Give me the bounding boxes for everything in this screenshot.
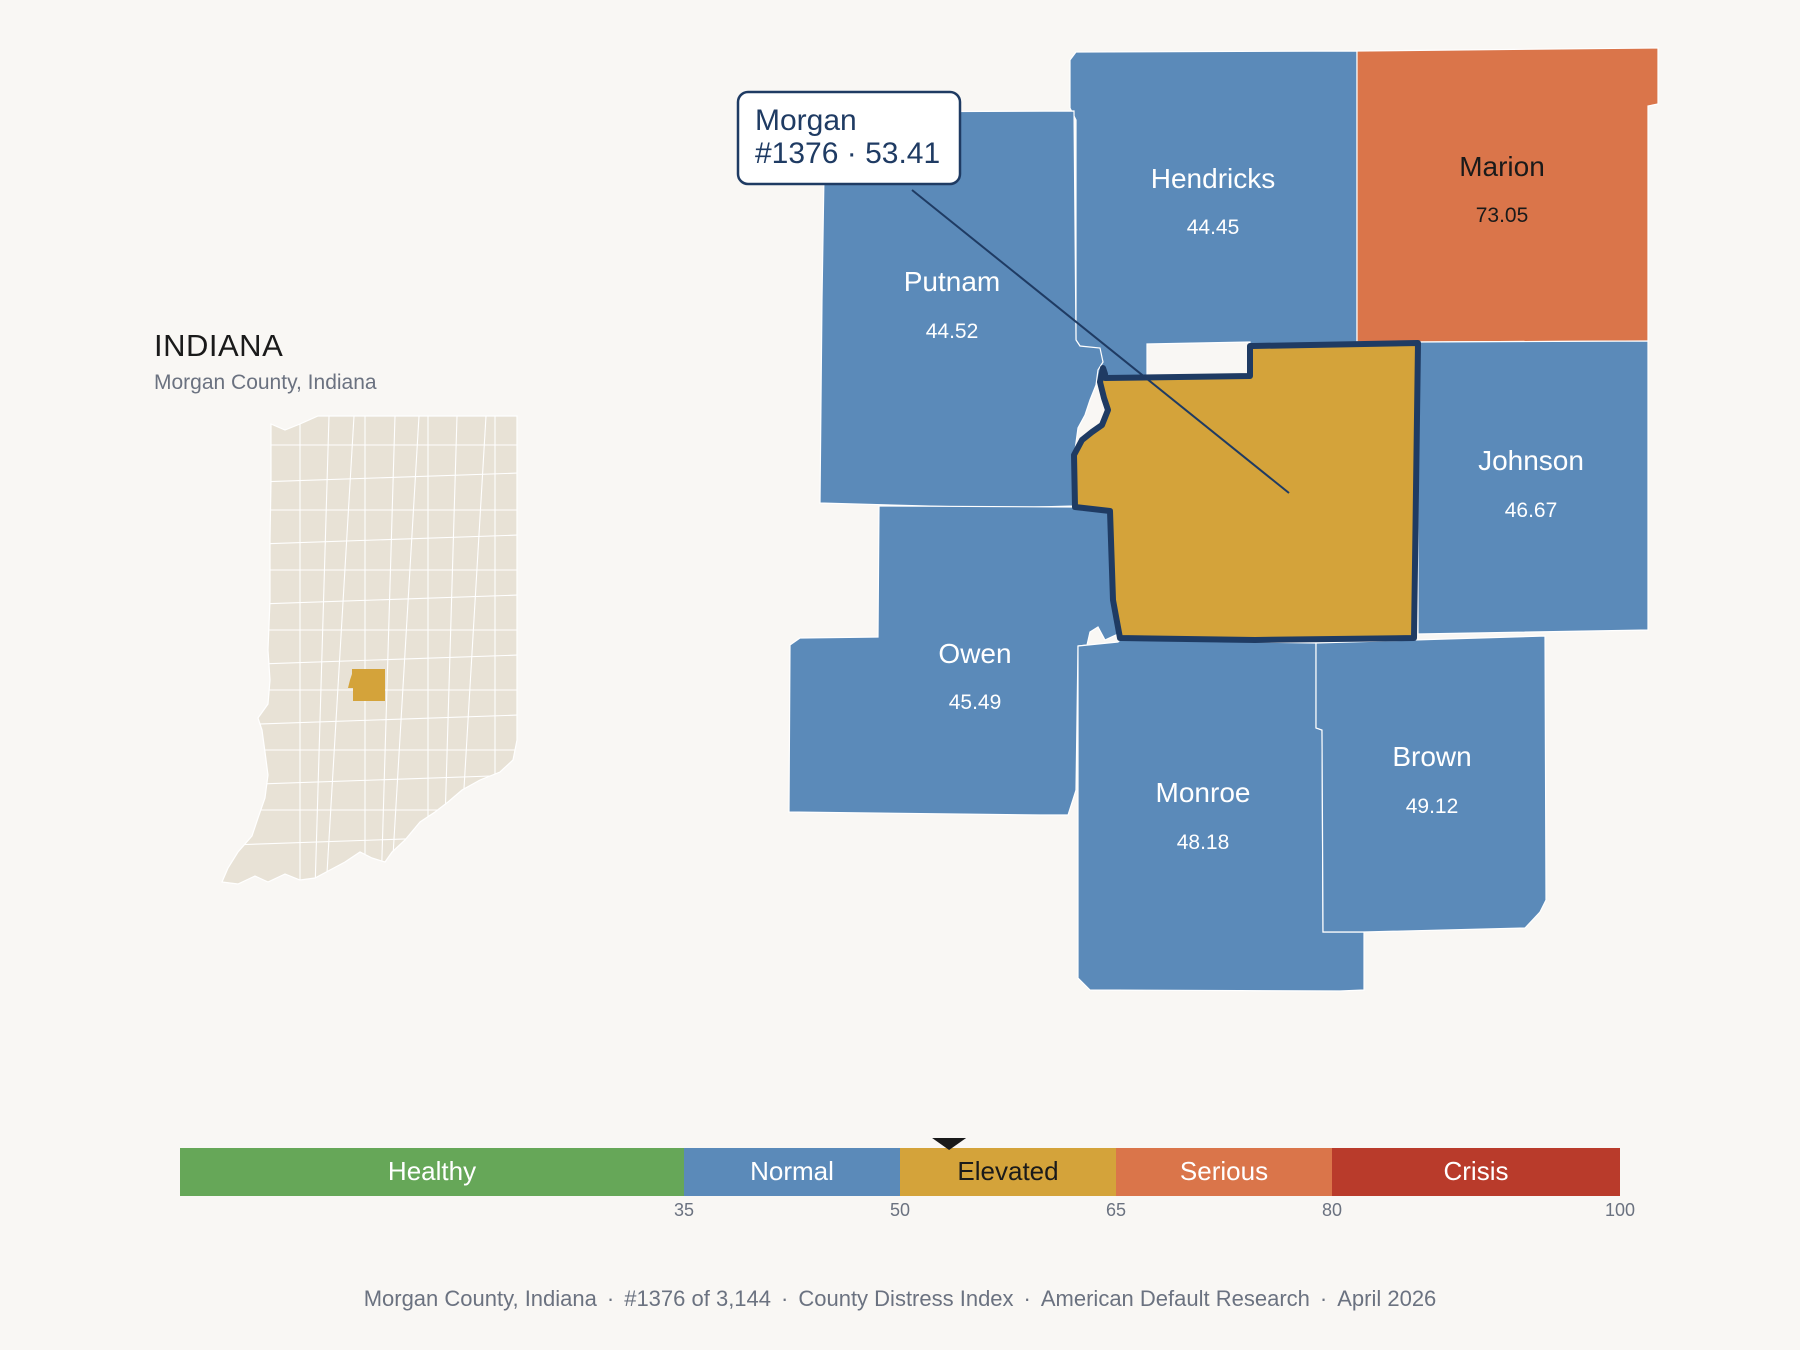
inset-morgan-highlight: [348, 669, 385, 701]
callout-detail: #1376 · 53.41: [755, 137, 940, 170]
legend-label-elevated: Elevated: [957, 1156, 1058, 1186]
county-map: [788, 47, 1659, 992]
label-johnson-name: Johnson: [1478, 445, 1584, 476]
county-brown[interactable]: [1315, 635, 1547, 933]
legend-label-healthy: Healthy: [388, 1156, 476, 1186]
label-hendricks-name: Hendricks: [1151, 163, 1275, 194]
legend-label-normal: Normal: [750, 1156, 834, 1186]
label-hendricks-value: 44.45: [1187, 216, 1240, 239]
callout-name: Morgan: [755, 104, 857, 137]
legend-tick-35: 35: [674, 1200, 694, 1220]
label-owen-value: 45.49: [949, 691, 1002, 714]
legend-value-marker: [932, 1138, 967, 1150]
legend-tick-50: 50: [890, 1200, 910, 1220]
footer-location: Morgan County, Indiana: [363, 1286, 597, 1311]
label-monroe-value: 48.18: [1177, 831, 1230, 854]
legend-band-elevated: [900, 1148, 1116, 1196]
label-johnson-value: 46.67: [1505, 499, 1558, 522]
legend-band-crisis: [1332, 1148, 1620, 1196]
indiana-inset-map: [221, 415, 518, 885]
callout-leader-line: [911, 189, 1290, 494]
footer-index-name: County Distress Index: [798, 1286, 1014, 1311]
legend-band-healthy: [180, 1148, 684, 1196]
footer-credits: Morgan County, Indiana · #1376 of 3,144 · Co…: [363, 1286, 1437, 1311]
legend-band-normal: [684, 1148, 900, 1196]
label-monroe-name: Monroe: [1156, 777, 1251, 808]
county-labels: Hendricks 44.45 Marion 73.05 Putnam 44.5…: [904, 151, 1584, 854]
legend-tick-100: 100: [1605, 1200, 1635, 1220]
county-johnson[interactable]: [1417, 340, 1649, 635]
morgan-callout: Morgan #1376 · 53.41: [736, 90, 1290, 494]
county-morgan[interactable]: [1071, 340, 1421, 643]
footer-rank: #1376 of 3,144: [624, 1286, 772, 1311]
label-putnam-value: 44.52: [926, 320, 979, 343]
county-marion[interactable]: [1356, 47, 1659, 343]
legend-tick-65: 65: [1106, 1200, 1126, 1220]
label-brown-value: 49.12: [1406, 795, 1459, 818]
legend-label-crisis: Crisis: [1444, 1156, 1509, 1186]
label-putnam-name: Putnam: [904, 266, 1001, 297]
callout-box: [736, 90, 962, 186]
label-marion-name: Marion: [1459, 151, 1545, 182]
legend-band-serious: [1116, 1148, 1332, 1196]
state-title: INDIANA: [154, 328, 284, 363]
indiana-state-shape: [221, 415, 518, 885]
label-marion-value: 73.05: [1476, 204, 1529, 227]
label-owen-name: Owen: [938, 638, 1011, 669]
legend-label-serious: Serious: [1180, 1156, 1268, 1186]
legend-tick-80: 80: [1322, 1200, 1342, 1220]
state-subtitle: Morgan County, Indiana: [154, 371, 377, 394]
footer-date: April 2026: [1337, 1286, 1437, 1311]
footer-publisher: American Default Research: [1040, 1286, 1310, 1311]
label-brown-name: Brown: [1392, 741, 1471, 772]
legend-scale: Healthy Normal Elevated Serious Crisis 35 50 6…: [180, 1138, 1635, 1220]
